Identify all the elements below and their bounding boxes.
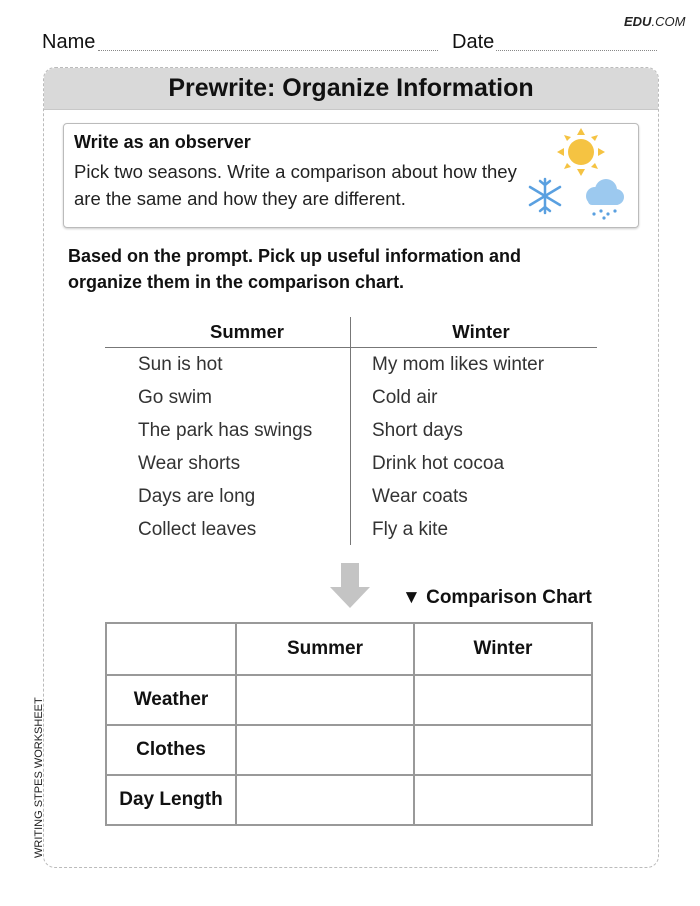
answer-cell[interactable] bbox=[235, 774, 415, 826]
row-label-clothes: Clothes bbox=[105, 724, 237, 776]
table-row: Day Length bbox=[105, 774, 593, 826]
comparison-chart-title: Comparison Chart bbox=[426, 587, 592, 608]
sun-icon bbox=[557, 128, 605, 176]
worksheet-frame: Prewrite: Organize Information bbox=[43, 67, 659, 868]
table-header-row: Summer Winter bbox=[105, 622, 593, 676]
date-label: Date bbox=[452, 31, 495, 53]
name-field[interactable] bbox=[98, 50, 438, 51]
table-header-winter: Winter bbox=[413, 622, 593, 676]
answer-cell[interactable] bbox=[413, 724, 593, 776]
rain-cloud-icon bbox=[586, 179, 624, 220]
t-chart-divider-horizontal bbox=[105, 347, 597, 348]
answer-cell[interactable] bbox=[413, 774, 593, 826]
t-chart-header-summer: Summer bbox=[209, 321, 285, 342]
side-label: WRITING STPES WORKSHEET bbox=[33, 697, 45, 858]
comparison-chart-label: ▼ Comparison Chart bbox=[402, 587, 592, 609]
answer-cell[interactable] bbox=[413, 674, 593, 726]
answer-cell[interactable] bbox=[235, 724, 415, 776]
row-label-day-length: Day Length bbox=[105, 774, 237, 826]
t-chart-item-winter: My mom likes winter bbox=[372, 354, 545, 375]
t-chart-divider-vertical bbox=[350, 317, 351, 545]
instruction-text: Based on the prompt. Pick up useful info… bbox=[68, 246, 522, 292]
t-chart-item-winter: Short days bbox=[372, 420, 463, 441]
t-chart-item-summer: Sun is hot bbox=[138, 354, 223, 375]
answer-cell[interactable] bbox=[235, 674, 415, 726]
t-chart-item-winter: Drink hot cocoa bbox=[372, 453, 505, 474]
t-chart-item-winter: Wear coats bbox=[372, 486, 468, 507]
prompt-box: Write as an observer Pick two seasons. W… bbox=[63, 123, 639, 228]
t-chart-item-summer: Collect leaves bbox=[138, 519, 257, 540]
table-row: Clothes bbox=[105, 724, 593, 776]
table-header-summer: Summer bbox=[235, 622, 415, 676]
t-chart-header-winter: Winter bbox=[452, 321, 510, 342]
t-chart-item-summer: The park has swings bbox=[138, 420, 313, 441]
prompt-title: Write as an observer bbox=[74, 132, 251, 152]
row-label-weather: Weather bbox=[105, 674, 237, 726]
name-label: Name bbox=[42, 31, 96, 53]
down-arrow-icon bbox=[330, 563, 370, 608]
table-corner-cell bbox=[105, 622, 237, 676]
t-chart-item-winter: Cold air bbox=[372, 387, 438, 408]
prompt-text: Pick two seasons. Write a comparison abo… bbox=[74, 161, 517, 209]
t-chart-item-summer: Go swim bbox=[138, 387, 212, 408]
comparison-table: Summer Winter Weather Clothes Day Length bbox=[105, 622, 593, 826]
t-chart-item-summer: Days are long bbox=[138, 486, 256, 507]
table-row: Weather bbox=[105, 674, 593, 726]
date-field[interactable] bbox=[496, 50, 657, 51]
triangle-down-icon: ▼ bbox=[402, 587, 421, 608]
snowflake-icon bbox=[528, 177, 562, 215]
brand-logo: EDU.COM bbox=[624, 14, 686, 29]
t-chart-item-winter: Fly a kite bbox=[372, 519, 449, 540]
t-chart-item-summer: Wear shorts bbox=[138, 453, 241, 474]
page-title: Prewrite: Organize Information bbox=[44, 68, 658, 110]
